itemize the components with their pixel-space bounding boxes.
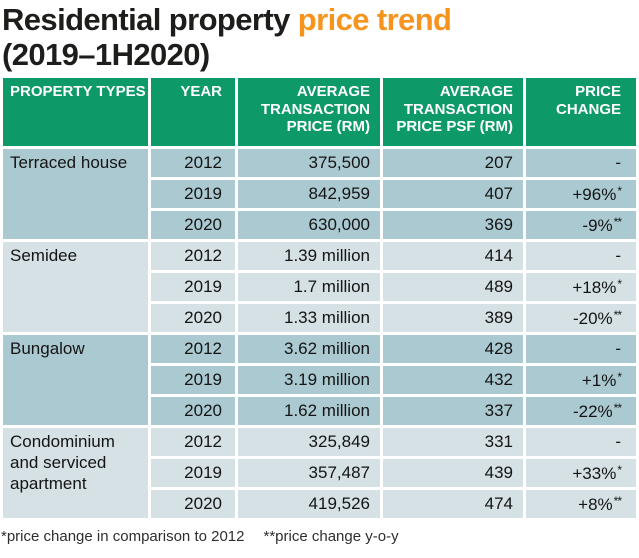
- footnote-marker: *: [617, 369, 622, 384]
- table-row: Bungalow 2012 3.62 million 428-: [3, 335, 636, 425]
- property-type-cell: Semidee: [3, 242, 148, 332]
- property-type-cell: Bungalow: [3, 335, 148, 425]
- footnote-marker: **: [613, 400, 622, 415]
- avg-transaction-price-cell: 1.33 million: [238, 304, 380, 332]
- avg-price-psf-cell: 414: [383, 242, 523, 270]
- title-line-1: Residential property price trend: [2, 2, 639, 37]
- col-header-price-change: PRICE CHANGE: [526, 78, 636, 146]
- property-type-cell: Condominium and serviced apartment: [3, 428, 148, 518]
- price-change-cell: -20%**: [526, 304, 636, 332]
- avg-transaction-price-cell: 325,849: [238, 428, 380, 456]
- avg-transaction-price-cell: 3.19 million: [238, 366, 380, 394]
- table-row: Condominium and serviced apartment 2012 32…: [3, 428, 636, 518]
- footnotes: *price change in comparison to 2012 **pri…: [1, 528, 639, 545]
- avg-price-psf-cell: 428: [383, 335, 523, 363]
- price-change-cell: +1%*: [526, 366, 636, 394]
- year-cell: 2012: [151, 428, 235, 456]
- price-change-cell: +33%*: [526, 459, 636, 487]
- title-orange-text: price trend: [297, 2, 452, 37]
- price-change-cell: -22%**: [526, 397, 636, 425]
- year-cell: 2020: [151, 304, 235, 332]
- avg-transaction-price-cell: 630,000: [238, 211, 380, 239]
- table-row: 2019 357,487 439 +33%*: [3, 459, 636, 487]
- price-change-cell: +18%*: [526, 273, 636, 301]
- table-row: Terraced house 2012 375,500 207-: [3, 149, 636, 239]
- avg-transaction-price-cell: 1.7 million: [238, 273, 380, 301]
- col-header-property-types: PROPERTY TYPES: [3, 78, 148, 146]
- year-cell: 2012: [151, 149, 235, 177]
- price-trend-table: PROPERTY TYPES YEAR AVERAGE TRANSACTION …: [0, 75, 639, 521]
- price-change-cell: +8%**: [526, 490, 636, 518]
- avg-price-psf-cell: 474: [383, 490, 523, 518]
- title-black-text: Residential property: [2, 2, 290, 37]
- avg-price-psf-cell: 432: [383, 366, 523, 394]
- table-row: 2019 3.19 million 432 +1%*: [3, 366, 636, 394]
- table-row: 2020 1.62 million 337 -22%**: [3, 397, 636, 425]
- col-header-avg-price-psf: AVERAGE TRANSACTION PRICE PSF (RM): [383, 78, 523, 146]
- footnote-marker: *: [617, 462, 622, 477]
- year-cell: 2019: [151, 180, 235, 208]
- avg-transaction-price-cell: 842,959: [238, 180, 380, 208]
- avg-transaction-price-cell: 357,487: [238, 459, 380, 487]
- table-row: 2019 1.7 million 489 +18%*: [3, 273, 636, 301]
- year-cell: 2012: [151, 242, 235, 270]
- avg-price-psf-cell: 207: [383, 149, 523, 177]
- col-header-year: YEAR: [151, 78, 235, 146]
- price-change-cell: -9%**: [526, 211, 636, 239]
- avg-price-psf-cell: 337: [383, 397, 523, 425]
- year-cell: 2020: [151, 490, 235, 518]
- year-cell: 2019: [151, 459, 235, 487]
- avg-transaction-price-cell: 419,526: [238, 490, 380, 518]
- avg-price-psf-cell: 407: [383, 180, 523, 208]
- footnote-marker: **: [613, 307, 622, 322]
- col-header-avg-price: AVERAGE TRANSACTION PRICE (RM): [238, 78, 380, 146]
- table-header: PROPERTY TYPES YEAR AVERAGE TRANSACTION …: [3, 78, 636, 146]
- footnote-marker: *: [617, 183, 622, 198]
- table-body: Terraced house 2012 375,500 207-2019 842,959…: [3, 149, 636, 518]
- avg-price-psf-cell: 369: [383, 211, 523, 239]
- table-row: 2020 630,000 369 -9%**: [3, 211, 636, 239]
- table-row: Semidee 2012 1.39 million 414-: [3, 242, 636, 332]
- avg-transaction-price-cell: 375,500: [238, 149, 380, 177]
- footnote-1: *price change in comparison to 2012: [1, 528, 245, 545]
- footnote-marker: **: [613, 493, 622, 508]
- title-line-2: (2019–1H2020): [2, 37, 210, 72]
- avg-transaction-price-cell: 1.62 million: [238, 397, 380, 425]
- year-cell: 2012: [151, 335, 235, 363]
- avg-transaction-price-cell: 1.39 million: [238, 242, 380, 270]
- avg-price-psf-cell: 489: [383, 273, 523, 301]
- avg-transaction-price-cell: 3.62 million: [238, 335, 380, 363]
- year-cell: 2020: [151, 211, 235, 239]
- avg-price-psf-cell: 331: [383, 428, 523, 456]
- year-cell: 2020: [151, 397, 235, 425]
- price-change-cell: -: [526, 242, 636, 270]
- price-change-cell: -: [526, 428, 636, 456]
- price-change-cell: -: [526, 149, 636, 177]
- table-row: 2019 842,959 407 +96%*: [3, 180, 636, 208]
- price-change-cell: +96%*: [526, 180, 636, 208]
- avg-price-psf-cell: 389: [383, 304, 523, 332]
- year-cell: 2019: [151, 366, 235, 394]
- avg-price-psf-cell: 439: [383, 459, 523, 487]
- price-change-cell: -: [526, 335, 636, 363]
- property-type-cell: Terraced house: [3, 149, 148, 239]
- footnote-marker: **: [613, 214, 622, 229]
- table-row: 2020 419,526 474 +8%**: [3, 490, 636, 518]
- footnote-2: **price change y-o-y: [263, 528, 399, 545]
- table-row: 2020 1.33 million 389 -20%**: [3, 304, 636, 332]
- page-title: Residential property price trend (2019–1…: [2, 2, 639, 72]
- footnote-marker: *: [617, 276, 622, 291]
- year-cell: 2019: [151, 273, 235, 301]
- header-row: PROPERTY TYPES YEAR AVERAGE TRANSACTION …: [3, 78, 636, 146]
